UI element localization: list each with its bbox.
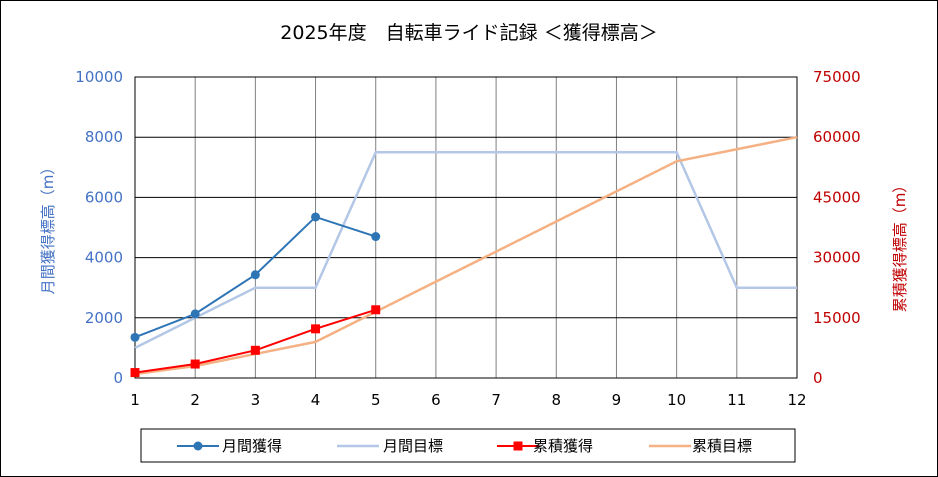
data-point <box>371 232 381 242</box>
x-tick-label: 7 <box>491 391 501 409</box>
data-point <box>190 309 200 319</box>
x-tick-label: 5 <box>371 391 381 409</box>
data-point <box>250 345 260 355</box>
x-tick-label: 2 <box>190 391 200 409</box>
y-tick-label-left: 4000 <box>85 249 123 267</box>
y-tick-label-left: 6000 <box>85 188 123 206</box>
data-point <box>311 324 321 334</box>
plot-area <box>134 76 798 379</box>
series-line <box>134 151 797 350</box>
data-point <box>311 212 321 222</box>
y-tick-label-left: 10000 <box>75 68 123 86</box>
x-tick-label: 9 <box>612 391 622 409</box>
legend-label: 月間獲得 <box>222 437 282 455</box>
y-tick-label-right: 30000 <box>813 249 861 267</box>
data-point <box>190 359 200 369</box>
y-tick-label-right: 60000 <box>813 128 861 146</box>
chart-title: 2025年度 自転車ライド記録 ＜獲得標高＞ <box>280 22 657 44</box>
x-tick-label: 3 <box>251 391 261 409</box>
x-tick-label: 12 <box>787 391 806 409</box>
y-tick-label-right: 45000 <box>813 188 861 206</box>
series-line <box>134 135 798 376</box>
y-tick-label-right: 75000 <box>813 68 861 86</box>
y-tick-label-left: 0 <box>113 369 123 387</box>
series-layer <box>130 135 798 378</box>
legend-label: 月間目標 <box>383 437 443 455</box>
y-tick-label-right: 15000 <box>813 309 861 327</box>
legend-marker <box>193 441 203 451</box>
data-point <box>371 305 381 315</box>
legend-marker <box>513 441 523 451</box>
ticks-layer: 0 2000 4000 6000 8000 10000 0 15000 30000 45000 60… <box>75 68 860 409</box>
y-tick-label-left: 8000 <box>85 128 123 146</box>
x-tick-label: 4 <box>311 391 321 409</box>
x-tick-label: 10 <box>667 391 686 409</box>
y-tick-label-right: 0 <box>813 369 823 387</box>
x-tick-label: 11 <box>727 391 746 409</box>
x-tick-label: 8 <box>551 391 561 409</box>
x-tick-label: 1 <box>130 391 140 409</box>
grid-layer <box>134 76 798 379</box>
legend-label: 累積獲得 <box>533 437 593 455</box>
legend: 月間獲得 月間目標 累積獲得 累積目標 <box>140 428 796 463</box>
x-tick-label: 6 <box>431 391 441 409</box>
y-tick-label-left: 2000 <box>85 309 123 327</box>
data-point <box>130 368 140 378</box>
y-axis-title-right: 累積獲得標高（m） <box>891 178 909 313</box>
data-point <box>130 332 140 342</box>
legend-label: 累積目標 <box>692 437 752 455</box>
data-point <box>250 270 260 280</box>
y-axis-title-left: 月間獲得標高（m） <box>39 160 57 295</box>
